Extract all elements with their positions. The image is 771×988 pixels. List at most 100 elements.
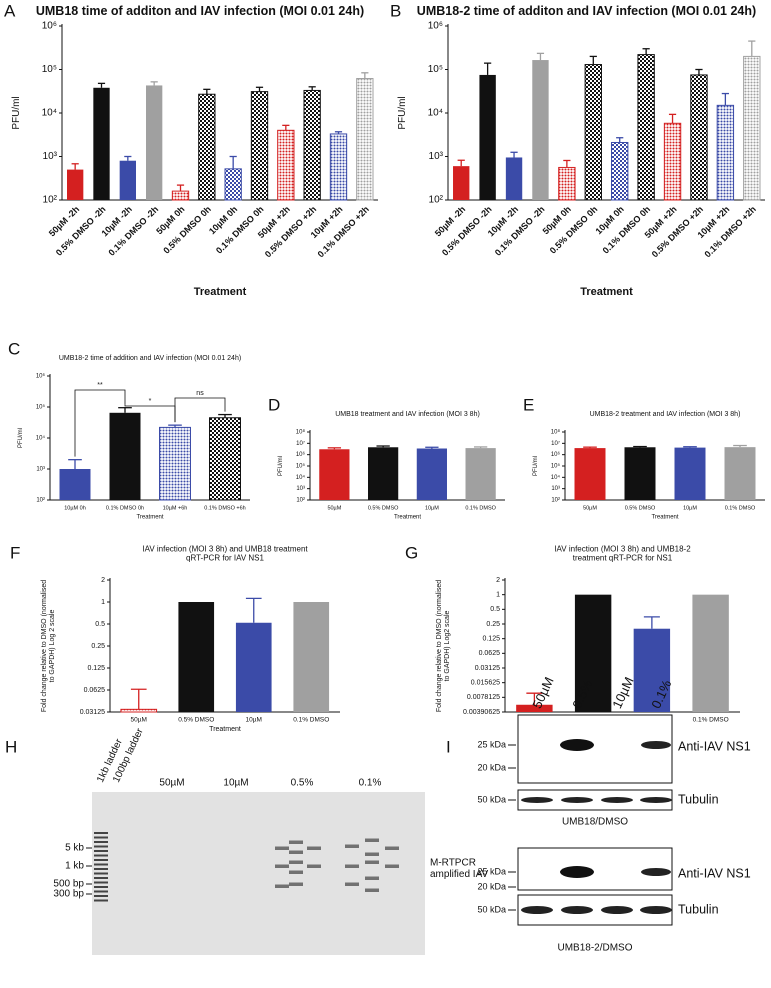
x-tick-label: 0.1% DMSO -2h bbox=[107, 204, 161, 258]
gel-band bbox=[345, 844, 359, 848]
bar bbox=[584, 64, 602, 201]
x-tick-label: 10µM bbox=[425, 505, 439, 511]
blot-band bbox=[521, 906, 553, 914]
gel-band bbox=[365, 876, 379, 880]
panel-letter: H bbox=[5, 737, 17, 756]
y-tick-label: 10⁵ bbox=[551, 463, 561, 470]
bar bbox=[690, 74, 708, 201]
significance-label: * bbox=[149, 398, 152, 405]
panel-letter: A bbox=[4, 1, 16, 20]
bar bbox=[303, 89, 321, 201]
gel-band bbox=[365, 888, 379, 892]
blot-label: UMB18-2/DMSO bbox=[557, 943, 632, 954]
bar bbox=[532, 60, 549, 201]
y-tick-label: 0.25 bbox=[486, 621, 500, 628]
x-tick-label: 0.1% DMSO bbox=[725, 505, 756, 511]
ladder-band bbox=[94, 877, 108, 879]
y-axis-label: PFU/ml bbox=[397, 96, 408, 129]
gel-band bbox=[385, 864, 399, 868]
blot-band bbox=[641, 741, 671, 749]
bar bbox=[505, 157, 523, 200]
bar bbox=[198, 93, 216, 201]
bar bbox=[59, 469, 91, 500]
lane-label: 10µM bbox=[223, 778, 248, 789]
bar bbox=[159, 426, 191, 501]
x-tick-label: 10µM bbox=[246, 717, 262, 724]
gel-band bbox=[275, 884, 289, 888]
blot-target: Anti-IAV NS1 bbox=[678, 739, 751, 753]
lane-label: 10µM bbox=[609, 675, 636, 711]
y-tick-label: 0.015625 bbox=[471, 680, 500, 687]
significance-bracket bbox=[74, 389, 126, 457]
gel-band bbox=[289, 850, 303, 854]
y-axis-label: Fold change relative to DMSO (normalised… bbox=[436, 580, 451, 712]
y-tick-label: 0.0625 bbox=[84, 687, 106, 694]
y-tick-label: 10⁶ bbox=[296, 451, 306, 458]
bar bbox=[356, 78, 374, 201]
y-tick-label: 10⁶ bbox=[428, 21, 443, 32]
size-marker: 1 kb bbox=[65, 861, 84, 872]
y-tick-label: 10³ bbox=[43, 151, 58, 162]
y-tick-label: 10⁵ bbox=[296, 463, 306, 470]
ladder-band bbox=[94, 832, 108, 834]
x-tick-label: 0.1% DMSO bbox=[465, 505, 496, 511]
x-axis-label: Treatment bbox=[580, 286, 633, 298]
y-tick-label: 10⁴ bbox=[428, 108, 443, 119]
y-tick-label: 10⁶ bbox=[36, 373, 46, 380]
x-tick-label: 0.1% DMSO +6h bbox=[204, 505, 245, 511]
blot-band bbox=[641, 868, 671, 876]
x-tick-label: 50µM bbox=[131, 717, 147, 724]
x-tick-label: 0.5% DMSO 0h bbox=[161, 204, 213, 256]
x-tick-label: 10µM bbox=[683, 505, 697, 511]
x-tick-label: 0.1% DMSO bbox=[693, 717, 729, 724]
blot-loading-label: Tubulin bbox=[678, 792, 719, 806]
bar bbox=[611, 141, 629, 201]
bar bbox=[743, 55, 761, 201]
bar bbox=[224, 168, 242, 201]
bar bbox=[171, 190, 190, 201]
x-axis-label: Treatment bbox=[651, 515, 678, 521]
y-tick-label: 10⁷ bbox=[296, 440, 305, 447]
chart-title: UMB18 treatment and IAV infection (MOI 3… bbox=[335, 411, 480, 418]
y-tick-label: 10² bbox=[36, 498, 45, 504]
size-marker: 300 bp bbox=[53, 889, 84, 900]
y-axis-label: PFU/ml bbox=[11, 96, 22, 129]
bar bbox=[368, 447, 399, 500]
significance-label: ns bbox=[196, 390, 204, 397]
x-axis-label: Treatment bbox=[209, 726, 241, 733]
gel-band bbox=[275, 846, 289, 850]
ladder-band bbox=[94, 841, 108, 843]
y-tick-label: 10³ bbox=[429, 151, 444, 162]
ladder-band bbox=[94, 854, 108, 857]
y-tick-label: 10³ bbox=[36, 467, 45, 473]
ladder-band bbox=[94, 850, 108, 852]
y-tick-label: 1 bbox=[496, 592, 500, 599]
bar bbox=[465, 448, 496, 500]
y-axis-label: Fold change relative to DMSO (normalised… bbox=[41, 580, 56, 712]
kda-marker: 25 kDa bbox=[477, 866, 506, 876]
bar bbox=[293, 602, 330, 712]
lane-label: 0.5% bbox=[291, 778, 314, 789]
x-tick-label: 10µM +6h bbox=[163, 505, 188, 511]
panel-letter: G bbox=[405, 543, 418, 562]
gel-band bbox=[307, 846, 321, 850]
panel-letter: B bbox=[390, 1, 401, 20]
bar bbox=[674, 447, 706, 500]
y-tick-label: 10⁶ bbox=[42, 21, 57, 32]
y-axis-label: PFU/ml bbox=[533, 456, 539, 476]
chart-title: UMB18-2 time of addition and IAV infecti… bbox=[59, 355, 241, 362]
y-tick-label: 10⁵ bbox=[36, 404, 46, 411]
blot-band bbox=[601, 906, 633, 914]
ladder-band bbox=[94, 872, 108, 875]
ladder-band bbox=[94, 868, 108, 870]
bar bbox=[624, 447, 656, 500]
gel-band bbox=[275, 864, 289, 868]
gel-band bbox=[365, 860, 379, 864]
chart-title: UMB18-2 time of additon and IAV infectio… bbox=[417, 4, 756, 18]
blot-band bbox=[640, 906, 672, 914]
chart-title: IAV infection (MOI 3 8h) and UMB18-2 trea… bbox=[554, 545, 691, 563]
blot-band bbox=[561, 797, 593, 803]
ladder-band bbox=[94, 895, 108, 897]
ladder-band bbox=[94, 886, 108, 888]
